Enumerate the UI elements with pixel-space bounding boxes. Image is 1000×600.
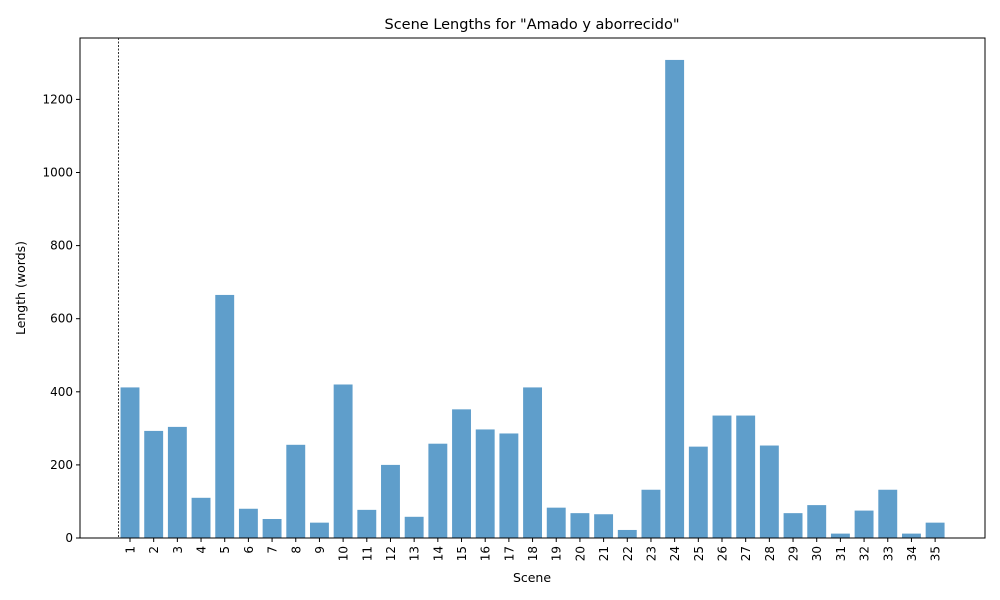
- bar-scene-21: [594, 514, 614, 538]
- x-tick-label: 21: [597, 546, 611, 561]
- x-tick-label: 10: [337, 546, 351, 561]
- bar-scene-28: [759, 445, 779, 538]
- y-tick-label: 200: [50, 458, 73, 472]
- chart-title: Scene Lengths for "Amado y aborrecido": [385, 17, 680, 33]
- x-tick-label: 25: [692, 546, 706, 561]
- bar-scene-7: [262, 518, 282, 538]
- bar-scene-20: [570, 513, 590, 538]
- bar-scene-15: [452, 409, 471, 538]
- bar-scene-13: [404, 516, 424, 538]
- x-tick-label: 7: [266, 546, 280, 554]
- bar-scene-27: [736, 415, 756, 538]
- bar-scene-18: [523, 387, 543, 538]
- x-tick-label: 14: [431, 546, 445, 561]
- x-tick-label: 29: [787, 546, 801, 561]
- bar-scene-23: [641, 489, 661, 538]
- bar-scene-10: [333, 384, 353, 538]
- x-tick-label: 28: [763, 546, 777, 561]
- x-tick-label: 9: [313, 546, 327, 554]
- bar-scene-14: [428, 443, 448, 538]
- x-tick-label: 6: [242, 546, 256, 554]
- x-tick-label: 26: [716, 546, 730, 561]
- x-tick-label: 32: [858, 546, 872, 561]
- bar-scene-31: [830, 533, 850, 538]
- x-tick-label: 11: [360, 546, 374, 561]
- x-tick-label: 35: [929, 546, 943, 561]
- x-tick-label: 30: [810, 546, 824, 561]
- x-tick-label: 33: [881, 546, 895, 561]
- y-tick-label: 800: [50, 239, 73, 253]
- bar-scene-33: [878, 489, 898, 538]
- bar-scene-19: [546, 507, 566, 538]
- bar-scene-26: [712, 415, 732, 538]
- bar-scene-2: [144, 430, 164, 538]
- y-tick-label: 600: [50, 312, 73, 326]
- x-tick-label: 22: [621, 546, 635, 561]
- y-tick-label: 400: [50, 385, 73, 399]
- x-tick-label: 13: [408, 546, 422, 561]
- bar-scene-24: [665, 59, 685, 539]
- bar-scene-35: [925, 522, 945, 538]
- bar-scene-3: [167, 426, 187, 538]
- x-tick-label: 5: [218, 546, 232, 554]
- bar-scene-32: [854, 510, 874, 538]
- x-tick-label: 2: [147, 546, 161, 554]
- bar-scene-17: [499, 433, 519, 538]
- bar-scene-12: [381, 464, 400, 538]
- bar-scene-5: [215, 294, 235, 538]
- x-tick-label: 27: [739, 546, 753, 561]
- x-tick-label: 4: [195, 546, 209, 554]
- x-axis-label: Scene: [513, 570, 551, 585]
- x-tick-label: 19: [550, 546, 564, 561]
- y-tick-label: 1000: [42, 166, 73, 180]
- x-tick-label: 3: [171, 546, 185, 554]
- bar-scene-1: [120, 387, 140, 538]
- bar-scene-11: [357, 509, 377, 538]
- y-tick-label: 0: [65, 531, 73, 545]
- x-tick-label: 24: [668, 546, 682, 561]
- x-tick-label: 23: [644, 546, 658, 561]
- x-tick-label: 18: [526, 546, 540, 561]
- x-tick-label: 1: [124, 546, 138, 554]
- bar-scene-25: [688, 446, 708, 538]
- bar-scene-34: [901, 533, 921, 538]
- y-tick-label: 1200: [42, 92, 73, 106]
- bar-scene-8: [286, 444, 306, 538]
- x-tick-label: 17: [502, 546, 516, 561]
- bar-scene-22: [617, 529, 637, 538]
- bar-scene-4: [191, 497, 211, 538]
- x-tick-label: 15: [455, 546, 469, 561]
- x-tick-label: 16: [479, 546, 493, 561]
- x-tick-label: 31: [834, 546, 848, 561]
- bar-scene-30: [807, 505, 827, 538]
- bar-scene-6: [238, 508, 258, 538]
- y-axis-label: Length (words): [13, 241, 28, 335]
- x-tick-label: 8: [289, 546, 303, 554]
- bar-scene-9: [309, 522, 329, 538]
- bar-scene-29: [783, 513, 803, 538]
- x-tick-label: 34: [905, 546, 919, 561]
- x-tick-label: 20: [573, 546, 587, 561]
- x-tick-label: 12: [384, 546, 398, 561]
- bar-scene-16: [475, 429, 495, 538]
